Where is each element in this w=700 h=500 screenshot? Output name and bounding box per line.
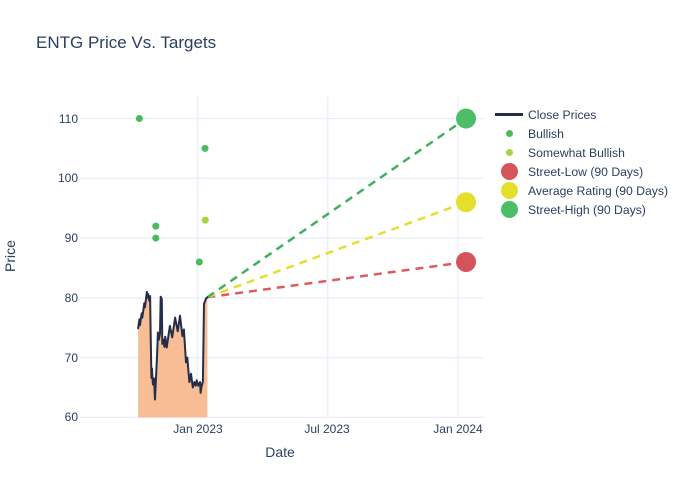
projection-line[interactable] xyxy=(206,117,467,299)
y-tick-label: 60 xyxy=(64,410,78,424)
average-rating-circle-swatch-icon xyxy=(490,182,528,199)
bullish-point[interactable] xyxy=(201,144,209,152)
chart-title: ENTG Price Vs. Targets xyxy=(36,33,217,52)
x-axis-title: Date xyxy=(265,444,295,460)
bullish-point[interactable] xyxy=(195,258,203,266)
legend-item-label: Street-Low (90 Days) xyxy=(528,164,644,179)
x-tick-label: Jan 2023 xyxy=(173,422,223,436)
bullish-point[interactable] xyxy=(152,234,160,242)
legend-item-label: Average Rating (90 Days) xyxy=(528,183,669,198)
y-tick-label: 90 xyxy=(64,231,78,245)
somewhat-bullish-point[interactable] xyxy=(201,216,209,224)
target-marker[interactable] xyxy=(456,192,477,213)
x-tick-label: Jul 2023 xyxy=(304,422,350,436)
y-tick-label: 110 xyxy=(58,112,78,126)
legend-item-label: Street-High (90 Days) xyxy=(528,202,646,217)
y-tick-label: 100 xyxy=(57,171,78,185)
legend-item-label: Bullish xyxy=(528,126,564,141)
bullish-point[interactable] xyxy=(152,222,160,230)
legend-item-street-high[interactable]: Street-High (90 Days) xyxy=(490,200,668,219)
legend-item-close-prices[interactable]: Close Prices xyxy=(490,105,668,124)
legend-item-label: Somewhat Bullish xyxy=(528,145,625,160)
legend-item-label: Close Prices xyxy=(528,107,597,122)
target-marker[interactable] xyxy=(456,108,477,129)
street-high-circle-swatch-icon xyxy=(490,201,528,218)
bullish-point[interactable] xyxy=(135,115,143,123)
target-marker[interactable] xyxy=(456,251,477,272)
legend: Close Prices Bullish Somewhat Bullish St… xyxy=(490,105,668,219)
legend-item-street-low[interactable]: Street-Low (90 Days) xyxy=(490,162,668,181)
y-axis-title: Price xyxy=(2,240,18,272)
somewhat-bullish-dot-swatch-icon xyxy=(490,149,528,156)
bullish-dot-swatch-icon xyxy=(490,130,528,137)
close-prices-line-swatch-icon xyxy=(490,113,528,116)
x-tick-label: Jan 2024 xyxy=(433,422,483,436)
projection-line[interactable] xyxy=(206,201,467,299)
projection-line[interactable] xyxy=(207,260,467,299)
legend-item-bullish[interactable]: Bullish xyxy=(490,124,668,143)
street-low-circle-swatch-icon xyxy=(490,163,528,180)
close-prices-line[interactable] xyxy=(137,290,209,401)
legend-item-somewhat-bullish[interactable]: Somewhat Bullish xyxy=(490,143,668,162)
y-tick-label: 70 xyxy=(64,351,78,365)
y-tick-label: 80 xyxy=(64,291,78,305)
close-prices-area xyxy=(138,291,208,418)
legend-item-average-rating[interactable]: Average Rating (90 Days) xyxy=(490,181,668,200)
